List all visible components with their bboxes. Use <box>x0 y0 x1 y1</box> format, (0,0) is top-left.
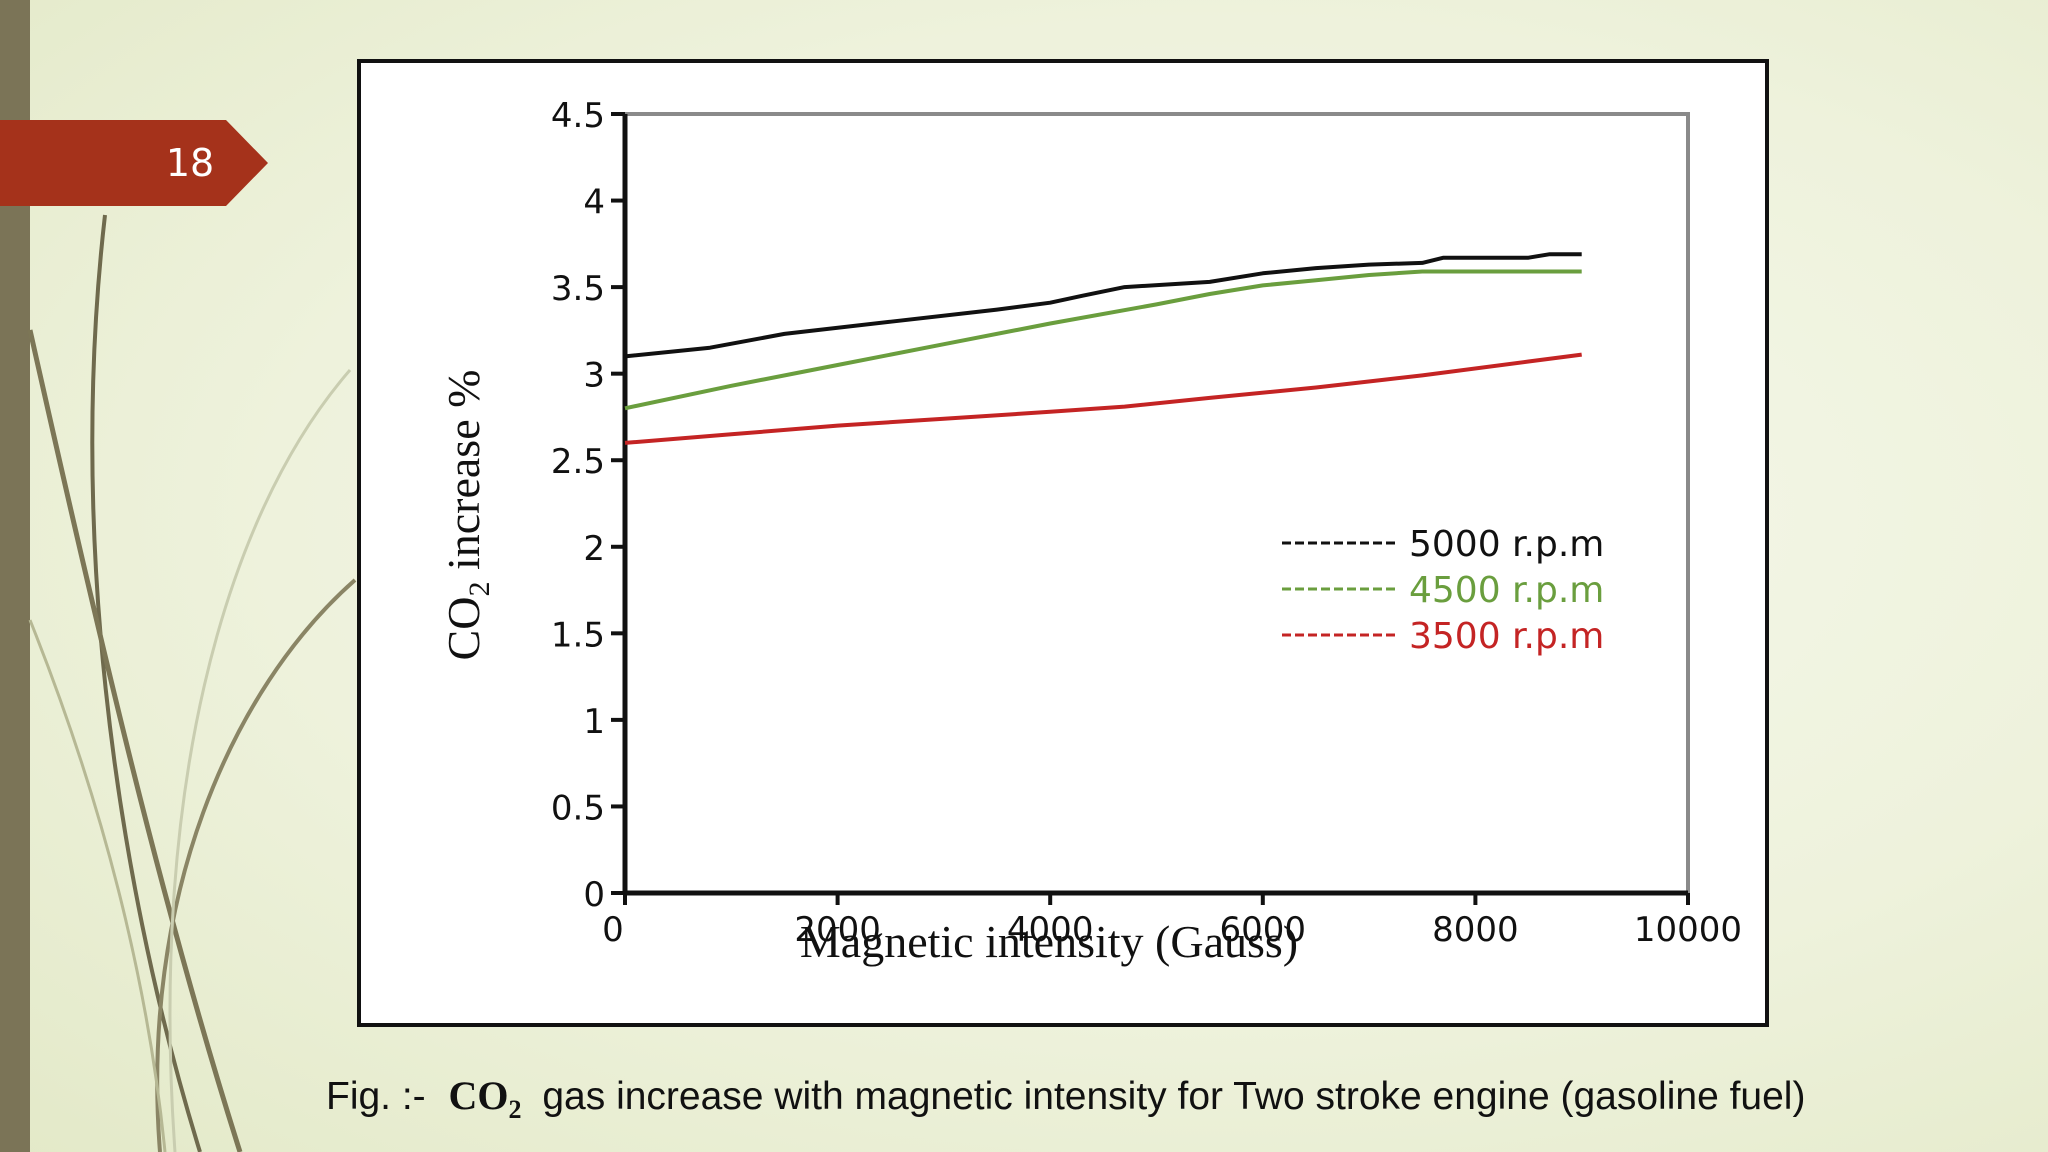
y-tick-label: 3 <box>583 356 605 396</box>
x-tick-label: 10000 <box>1634 910 1742 950</box>
caption-formula: CO2 <box>448 1073 522 1124</box>
caption-text: gas increase with magnetic intensity for… <box>542 1075 1806 1118</box>
line-chart: 0 0.5 1 1.5 2 2.5 3 3.5 4 4.5 0 2000 4000 6000 8000 10… <box>438 96 1742 967</box>
slide-number-tag <box>0 120 268 206</box>
y-tick-label: 0.5 <box>551 788 605 828</box>
x-tick-label: 0 <box>602 910 624 950</box>
series-lines <box>624 252 1582 445</box>
decorative-grass-strokes <box>27 214 357 1152</box>
y-tick-label: 1.5 <box>551 615 605 655</box>
y-tick-label: 3.5 <box>551 269 605 309</box>
y-axis-label: CO2 increase % <box>438 370 496 661</box>
legend-label: 4500 r.p.m <box>1409 570 1604 611</box>
series-line-5000-r-p-m <box>624 252 1582 359</box>
plot-area-border <box>623 112 1690 895</box>
legend: 5000 r.p.m 4500 r.p.m 3500 r.p.m <box>1282 524 1604 657</box>
caption-prefix: Fig. :- <box>326 1075 426 1118</box>
x-tick-label: 2000 <box>794 910 881 950</box>
y-tick-label: 0 <box>583 875 605 915</box>
legend-label: 3500 r.p.m <box>1409 616 1604 657</box>
series-line-3500-r-p-m <box>624 352 1582 445</box>
y-tick-label: 2 <box>583 529 605 569</box>
x-axis-label: Magnetic intensity (Gauss) <box>800 916 1298 967</box>
y-axis-ticks: 0 0.5 1 1.5 2 2.5 3 3.5 4 4.5 <box>551 96 625 915</box>
figure-caption: Fig. :- CO2 gas increase with magnetic i… <box>326 1071 2026 1124</box>
x-tick-label: 6000 <box>1220 910 1307 950</box>
series-line-4500-r-p-m <box>624 269 1582 411</box>
chart-frame <box>357 59 1769 1027</box>
y-axis-label-subscript: 2 <box>463 582 496 597</box>
x-axis-ticks: 0 2000 4000 6000 8000 10000 <box>602 893 1742 950</box>
y-tick-label: 1 <box>583 702 605 742</box>
slide-number: 18 <box>165 141 215 185</box>
legend-label: 5000 r.p.m <box>1409 524 1604 565</box>
x-tick-label: 4000 <box>1007 910 1094 950</box>
x-tick-label: 8000 <box>1432 910 1519 950</box>
y-tick-label: 4.5 <box>551 96 605 136</box>
y-tick-label: 2.5 <box>551 442 605 482</box>
y-tick-label: 4 <box>583 183 605 223</box>
